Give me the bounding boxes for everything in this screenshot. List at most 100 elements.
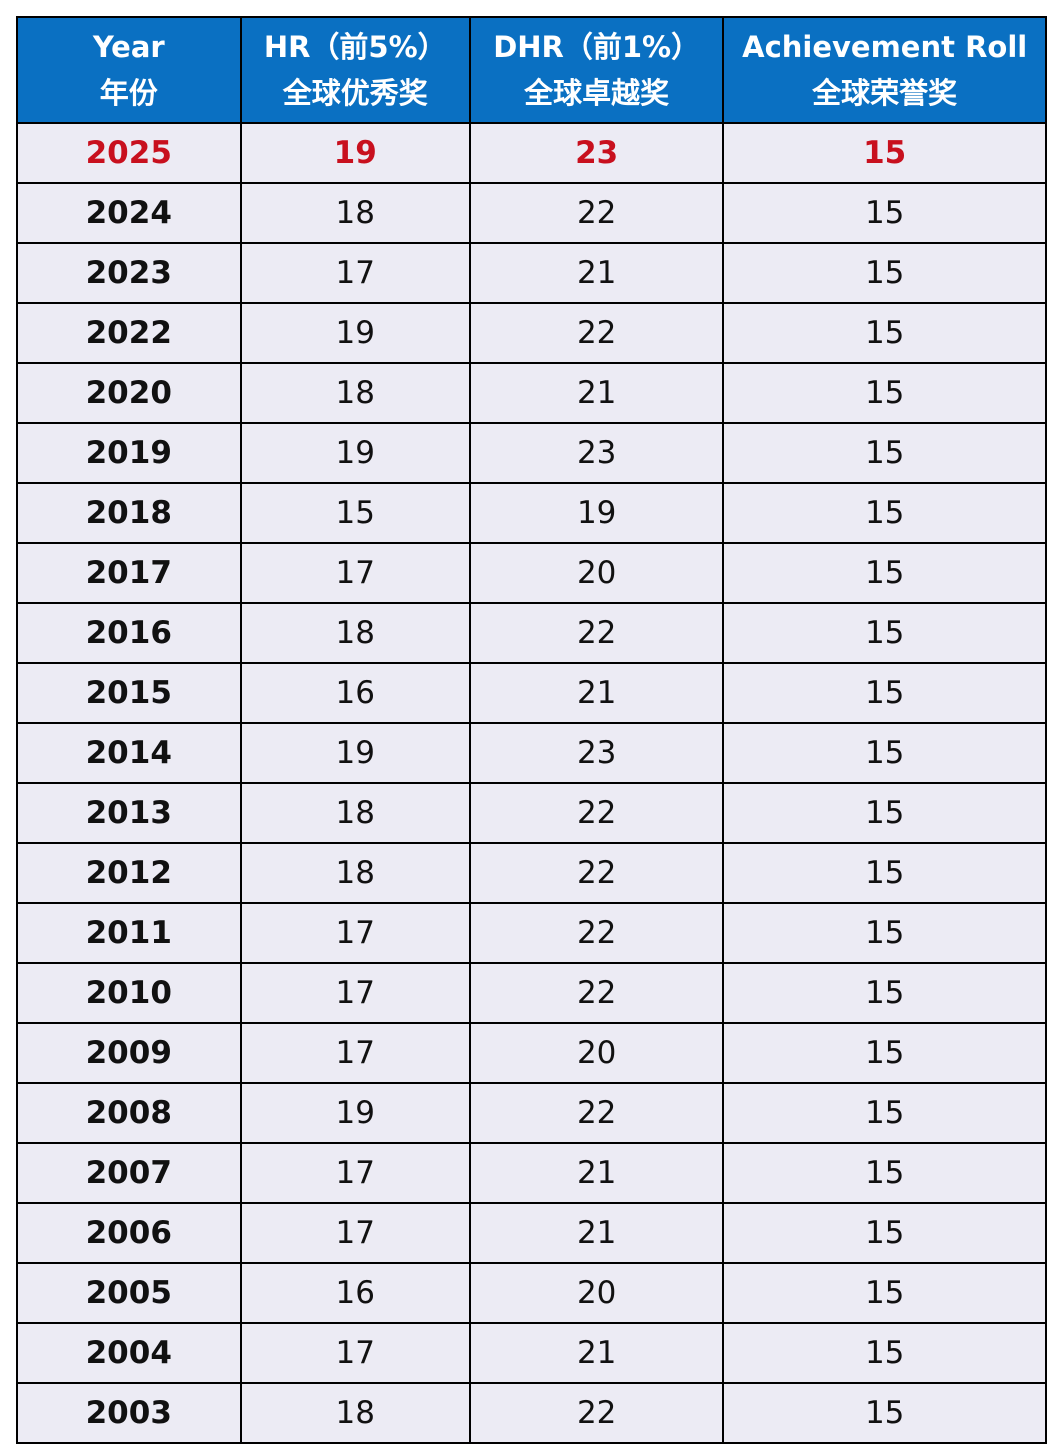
achievement-roll-cell: 15 (722, 122, 1047, 184)
achievement-roll-cell: 15 (722, 362, 1047, 424)
hr-cell: 17 (239, 542, 471, 604)
achievement-roll-cell: 15 (722, 902, 1047, 964)
year-cell: 2013 (16, 782, 242, 844)
achievement-roll-cell: 15 (722, 1142, 1047, 1204)
year-cell: 2004 (16, 1322, 242, 1384)
dhr-cell: 21 (468, 362, 725, 424)
achievement-roll-cell: 15 (722, 302, 1047, 364)
header-dhr: DHR（前1%） 全球卓越奖 (468, 16, 725, 124)
dhr-cell: 22 (468, 602, 725, 664)
header-en: Year (92, 30, 165, 64)
achievement-roll-cell: 15 (722, 1382, 1047, 1444)
achievement-roll-cell: 15 (722, 1082, 1047, 1144)
dhr-cell: 22 (468, 1082, 725, 1144)
achievement-roll-cell: 15 (722, 182, 1047, 244)
dhr-cell: 22 (468, 182, 725, 244)
hr-cell: 17 (239, 1322, 471, 1384)
header-row: Year 年份 HR（前5%） 全球优秀奖 DHR（前1%） 全球卓越奖 Achiev… (16, 16, 1047, 124)
hr-cell: 15 (239, 482, 471, 544)
year-cell: 2023 (16, 242, 242, 304)
year-cell: 2012 (16, 842, 242, 904)
dhr-cell: 22 (468, 302, 725, 364)
hr-cell: 18 (239, 1382, 471, 1444)
hr-cell: 18 (239, 842, 471, 904)
achievement-roll-cell: 15 (722, 722, 1047, 784)
awards-table: Year 年份 HR（前5%） 全球优秀奖 DHR（前1%） 全球卓越奖 Achiev… (16, 16, 1047, 1444)
table-row: 2020 18 21 15 (16, 362, 1047, 424)
table-row: 2017 17 20 15 (16, 542, 1047, 604)
achievement-roll-cell: 15 (722, 962, 1047, 1024)
table-row: 2003 18 22 15 (16, 1382, 1047, 1444)
achievement-roll-cell: 15 (722, 602, 1047, 664)
header-zh: 全球荣誉奖 (812, 76, 958, 110)
year-cell: 2025 (16, 122, 242, 184)
year-cell: 2020 (16, 362, 242, 424)
header-zh: 全球优秀奖 (282, 76, 428, 110)
year-cell: 2003 (16, 1382, 242, 1444)
header-year: Year 年份 (16, 16, 242, 124)
year-cell: 2011 (16, 902, 242, 964)
year-cell: 2006 (16, 1202, 242, 1264)
year-cell: 2007 (16, 1142, 242, 1204)
hr-cell: 17 (239, 242, 471, 304)
dhr-cell: 19 (468, 482, 725, 544)
table-row: 2015 16 21 15 (16, 662, 1047, 724)
achievement-roll-cell: 15 (722, 842, 1047, 904)
year-cell: 2008 (16, 1082, 242, 1144)
table-row: 2007 17 21 15 (16, 1142, 1047, 1204)
year-cell: 2017 (16, 542, 242, 604)
dhr-cell: 22 (468, 902, 725, 964)
table-row: 2005 16 20 15 (16, 1262, 1047, 1324)
table-row: 2024 18 22 15 (16, 182, 1047, 244)
hr-cell: 17 (239, 902, 471, 964)
hr-cell: 18 (239, 362, 471, 424)
hr-cell: 19 (239, 722, 471, 784)
hr-cell: 16 (239, 662, 471, 724)
year-cell: 2024 (16, 182, 242, 244)
dhr-cell: 22 (468, 782, 725, 844)
table-row: 2011 17 22 15 (16, 902, 1047, 964)
dhr-cell: 21 (468, 242, 725, 304)
table-row: 2013 18 22 15 (16, 782, 1047, 844)
dhr-cell: 23 (468, 722, 725, 784)
achievement-roll-cell: 15 (722, 782, 1047, 844)
dhr-cell: 20 (468, 542, 725, 604)
hr-cell: 16 (239, 1262, 471, 1324)
year-cell: 2014 (16, 722, 242, 784)
achievement-roll-cell: 15 (722, 242, 1047, 304)
dhr-cell: 21 (468, 1202, 725, 1264)
hr-cell: 18 (239, 182, 471, 244)
dhr-cell: 21 (468, 1322, 725, 1384)
dhr-cell: 23 (468, 422, 725, 484)
year-cell: 2018 (16, 482, 242, 544)
year-cell: 2022 (16, 302, 242, 364)
achievement-roll-cell: 15 (722, 422, 1047, 484)
table-row: 2014 19 23 15 (16, 722, 1047, 784)
header-en: DHR（前1%） (493, 30, 701, 64)
achievement-roll-cell: 15 (722, 542, 1047, 604)
dhr-cell: 22 (468, 1382, 725, 1444)
dhr-cell: 21 (468, 662, 725, 724)
header-zh: 全球卓越奖 (524, 76, 670, 110)
table-row: 2016 18 22 15 (16, 602, 1047, 664)
achievement-roll-cell: 15 (722, 1322, 1047, 1384)
dhr-cell: 22 (468, 962, 725, 1024)
dhr-cell: 23 (468, 122, 725, 184)
table-row: 2025 19 23 15 (16, 122, 1047, 184)
achievement-roll-cell: 15 (722, 1262, 1047, 1324)
achievement-roll-cell: 15 (722, 1022, 1047, 1084)
table-row: 2004 17 21 15 (16, 1322, 1047, 1384)
table-row: 2022 19 22 15 (16, 302, 1047, 364)
achievement-roll-cell: 15 (722, 662, 1047, 724)
hr-cell: 17 (239, 1202, 471, 1264)
table-row: 2010 17 22 15 (16, 962, 1047, 1024)
hr-cell: 19 (239, 122, 471, 184)
achievement-roll-cell: 15 (722, 1202, 1047, 1264)
header-achievement-roll: Achievement Roll 全球荣誉奖 (722, 16, 1047, 124)
year-cell: 2015 (16, 662, 242, 724)
year-cell: 2005 (16, 1262, 242, 1324)
year-cell: 2010 (16, 962, 242, 1024)
achievement-roll-cell: 15 (722, 482, 1047, 544)
hr-cell: 17 (239, 1022, 471, 1084)
hr-cell: 19 (239, 302, 471, 364)
